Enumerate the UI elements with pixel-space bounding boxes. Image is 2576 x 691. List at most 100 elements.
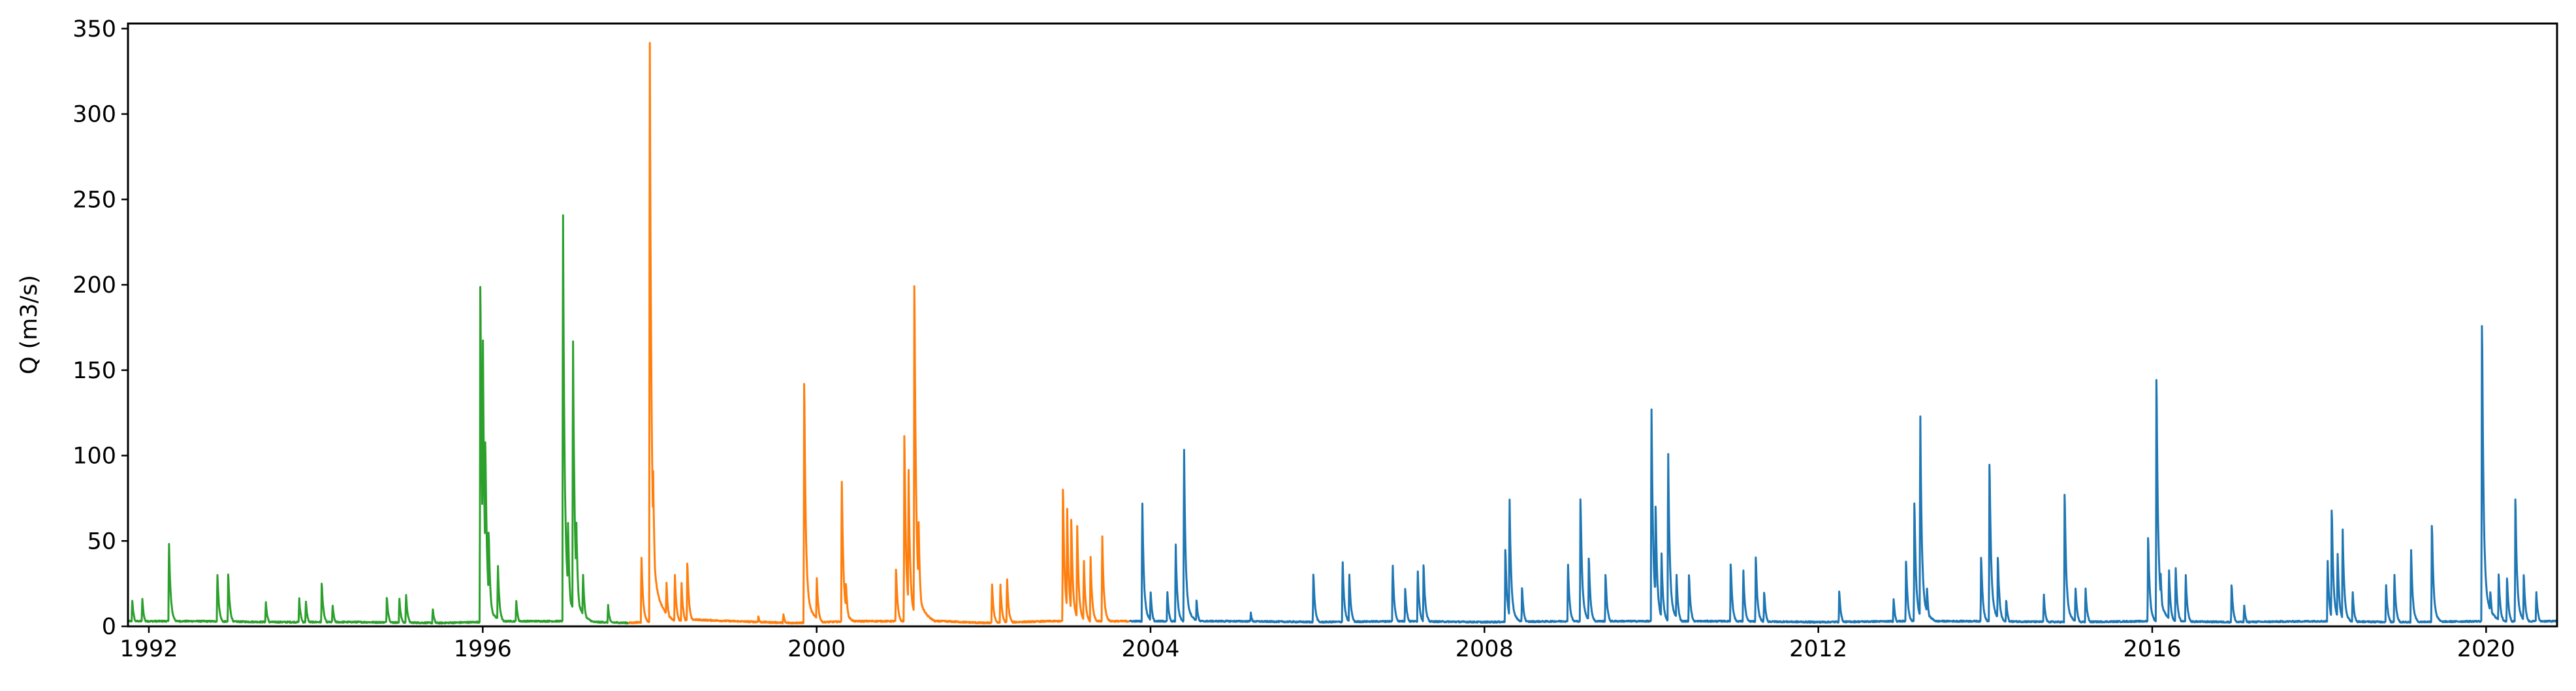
series-3-peak-point: [1183, 451, 1185, 453]
series-2-peak-point: [999, 584, 1002, 587]
y-axis-label: Q (m3/s): [16, 275, 42, 374]
series-3-peak-point: [2230, 584, 2233, 587]
series-2-peak-point: [652, 472, 654, 474]
series-2-peak-point: [665, 583, 668, 585]
y-tick-label: 250: [72, 187, 116, 213]
series-3-peak-point: [1755, 556, 1757, 559]
series-3-peak-point: [1587, 556, 1590, 559]
series-2-peak-point: [757, 615, 759, 617]
series-3-peak-point: [1654, 506, 1657, 508]
series-2-peak-point: [917, 522, 920, 525]
series-1-peak-point: [562, 219, 564, 221]
series-3-peak-point: [1141, 504, 1143, 506]
series-3-peak-point: [1249, 611, 1252, 614]
series-3-peak-point: [2535, 591, 2537, 594]
x-tick-label: 1996: [454, 636, 512, 662]
series-3-peak-point: [1980, 556, 1982, 559]
series-3-peak-point: [2481, 325, 2483, 327]
series-3-peak-point: [2522, 574, 2525, 577]
series-3-peak-point: [1174, 545, 1177, 547]
y-tick-label: 0: [102, 614, 116, 640]
series-1-peak-point: [481, 344, 484, 346]
series-3-peak-point: [2005, 600, 2007, 602]
series-3-peak-point: [2159, 574, 2162, 577]
series-1-peak-point: [141, 598, 144, 600]
series-3-peak-point: [1195, 600, 1198, 602]
series-2-peak-point: [895, 569, 897, 571]
series-1-peak-point: [496, 566, 499, 568]
series-3-peak-point: [2084, 588, 2087, 590]
series-3-peak-point: [1988, 463, 1991, 466]
series-3-peak-point: [2174, 567, 2177, 570]
series-3-peak-point: [2168, 570, 2171, 573]
series-1-peak-point: [331, 605, 334, 607]
series-3-peak-point: [1660, 553, 1662, 556]
series-1-peak-point: [515, 600, 517, 602]
series-3-peak-point: [1341, 562, 1344, 564]
series-3-peak-point: [2514, 499, 2517, 502]
series-2-peak-point: [1076, 526, 1079, 528]
series-3-peak-point: [1650, 411, 1653, 414]
series-3-peak-point: [2489, 591, 2492, 594]
series-2-peak-point: [686, 562, 689, 564]
series-2-peak-point: [913, 285, 915, 288]
series-3-peak-point: [2430, 524, 2433, 527]
series-2-peak-point: [803, 383, 806, 385]
y-tick-label: 350: [72, 16, 116, 42]
series-2-peak-point: [648, 50, 651, 52]
x-tick-label: 2004: [1121, 636, 1179, 662]
series-2-peak-point: [1083, 560, 1085, 563]
series-1-peak-point: [321, 583, 323, 585]
series-2-peak-point: [1101, 536, 1104, 539]
series-3-peak-point: [1508, 500, 1511, 503]
series-3-peak-point: [1149, 591, 1152, 594]
plot-area-frame: [127, 22, 2558, 628]
series-1-peak-point: [479, 285, 482, 288]
series-3-peak-point: [1391, 566, 1394, 568]
series-1-peak-point: [168, 543, 170, 546]
series-2-peak-point: [640, 556, 643, 559]
x-axis: 1992 1996 2000 2004 2008 2012 2016 2020: [119, 626, 2515, 662]
x-tick-label: 2008: [1455, 636, 1514, 662]
series-3-peak-point: [2342, 530, 2344, 532]
series-3-peak-point: [2330, 509, 2333, 511]
series-3-peak-point: [1348, 574, 1350, 577]
series-2-peak-point: [991, 584, 993, 587]
series-2-peak-point: [680, 583, 683, 585]
series-line-2: [628, 42, 1131, 625]
series-3-peak-point: [2351, 591, 2354, 594]
series-3-peak-point: [1742, 570, 1745, 573]
series-3-peak-point: [1566, 564, 1569, 566]
series-3-peak-point: [1521, 588, 1523, 590]
series-1-peak-point: [227, 574, 229, 577]
series-3-peak-point: [1926, 588, 1928, 590]
series-1-peak-point: [607, 605, 609, 607]
series-1-peak-point: [216, 574, 219, 577]
series-2-peak-point: [1006, 579, 1008, 581]
x-tick-label: 2020: [2457, 636, 2515, 662]
series-3-peak-point: [2063, 494, 2066, 496]
series-1-peak-point: [398, 598, 401, 600]
series-3-peak-point: [2505, 577, 2508, 580]
series-2-peak-point: [840, 481, 843, 484]
series-3-peak-point: [2409, 550, 2412, 553]
y-tick-label: 300: [72, 102, 116, 128]
series-3-peak-point: [1404, 588, 1407, 590]
series-1-peak-point: [385, 596, 388, 599]
series-3-peak-point: [1604, 574, 1607, 577]
series-3-peak-point: [1675, 574, 1678, 577]
series-3-peak-point: [1763, 591, 1766, 594]
series-3-peak-point: [1504, 548, 1506, 551]
series-2-peak-point: [844, 583, 847, 585]
series-3-peak-point: [1579, 499, 1582, 502]
series-3-peak-point: [1667, 455, 1670, 457]
series-3-peak-point: [2385, 584, 2387, 587]
series-layer: [127, 42, 2558, 625]
series-3-peak-point: [1997, 556, 1999, 559]
series-2-peak-point: [1070, 519, 1073, 522]
series-1-peak-point: [131, 600, 133, 602]
series-1-peak-point: [571, 344, 574, 346]
series-3-peak-point: [2074, 588, 2076, 590]
x-tick-label: 2000: [787, 636, 846, 662]
